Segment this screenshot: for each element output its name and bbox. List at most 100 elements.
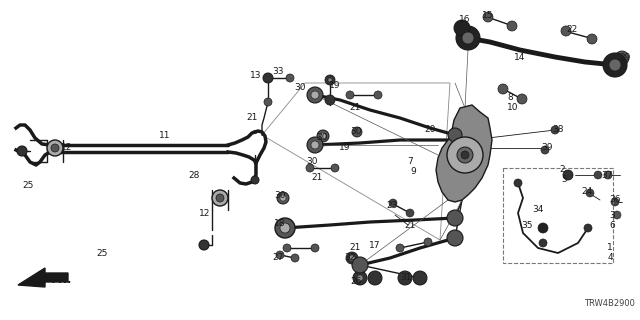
Circle shape [561,26,571,36]
Text: 4: 4 [607,253,613,262]
Circle shape [563,170,573,180]
Text: 27: 27 [272,253,284,262]
Circle shape [456,26,480,50]
Text: 34: 34 [532,205,544,214]
Text: 30: 30 [294,83,306,92]
Circle shape [306,164,314,172]
Circle shape [277,192,289,204]
Text: 23: 23 [387,201,397,210]
Text: 26: 26 [350,277,362,286]
Text: 15: 15 [483,11,493,20]
Circle shape [615,51,629,65]
Circle shape [275,218,295,238]
Circle shape [454,20,470,36]
Circle shape [374,91,382,99]
Text: 13: 13 [250,70,262,79]
Text: 30: 30 [275,190,285,199]
Text: 38: 38 [552,125,564,134]
Circle shape [291,254,299,262]
Text: 8: 8 [507,93,513,102]
Text: 32: 32 [344,253,356,262]
Text: 19: 19 [329,81,340,90]
Text: 25: 25 [96,250,108,259]
Text: 14: 14 [515,53,525,62]
Circle shape [251,176,259,184]
Circle shape [216,194,224,202]
Circle shape [325,75,335,85]
Circle shape [447,137,483,173]
Circle shape [483,12,493,22]
Circle shape [346,252,358,264]
Polygon shape [18,268,68,287]
Circle shape [311,244,319,252]
Text: 18: 18 [275,219,285,228]
Text: 7: 7 [407,157,413,166]
Circle shape [264,98,272,106]
Text: 16: 16 [460,15,471,25]
Circle shape [498,84,508,94]
Text: 36: 36 [609,196,621,204]
Circle shape [619,55,625,61]
Text: 29: 29 [620,52,630,61]
Text: 24: 24 [581,188,593,196]
Circle shape [611,198,619,206]
Circle shape [517,94,527,104]
Circle shape [389,199,397,207]
Text: 33: 33 [272,68,284,76]
Text: 30: 30 [350,127,362,137]
Text: 35: 35 [521,220,532,229]
Circle shape [398,271,412,285]
Text: 21: 21 [349,103,361,113]
Circle shape [541,146,549,154]
Circle shape [280,195,286,201]
Text: 25: 25 [22,181,34,190]
Circle shape [604,171,612,179]
Circle shape [538,223,548,233]
Circle shape [212,190,228,206]
Circle shape [406,209,414,217]
Circle shape [461,151,469,159]
Circle shape [368,271,382,285]
Text: 10: 10 [508,103,519,113]
Circle shape [586,189,594,197]
Circle shape [283,244,291,252]
Text: 22: 22 [566,26,578,35]
Circle shape [587,34,597,44]
Circle shape [17,146,27,156]
Text: TRW4B2900: TRW4B2900 [584,299,635,308]
Text: 21: 21 [246,114,258,123]
Circle shape [357,275,363,281]
Circle shape [353,271,367,285]
Circle shape [514,179,522,187]
Text: 17: 17 [369,241,381,250]
Text: 39: 39 [541,143,553,153]
Circle shape [507,21,517,31]
Text: 5: 5 [561,175,567,185]
Text: 3: 3 [609,211,615,220]
Text: 19: 19 [339,143,351,153]
Text: 31: 31 [400,274,412,283]
Circle shape [396,244,404,252]
Circle shape [447,210,463,226]
Circle shape [462,32,474,44]
Text: 37: 37 [601,171,612,180]
Text: 21: 21 [349,244,361,252]
Circle shape [352,127,362,137]
Circle shape [51,144,59,152]
Circle shape [447,230,463,246]
Circle shape [613,211,621,219]
Circle shape [594,171,602,179]
Circle shape [286,74,294,82]
Circle shape [349,255,355,261]
Circle shape [307,87,323,103]
Circle shape [539,239,547,247]
Circle shape [352,257,368,273]
Circle shape [331,164,339,172]
Text: 9: 9 [410,167,416,177]
Circle shape [47,140,63,156]
Circle shape [276,251,284,259]
Text: 6: 6 [609,220,615,229]
Text: 21: 21 [311,173,323,182]
Circle shape [603,53,627,77]
Circle shape [311,91,319,99]
